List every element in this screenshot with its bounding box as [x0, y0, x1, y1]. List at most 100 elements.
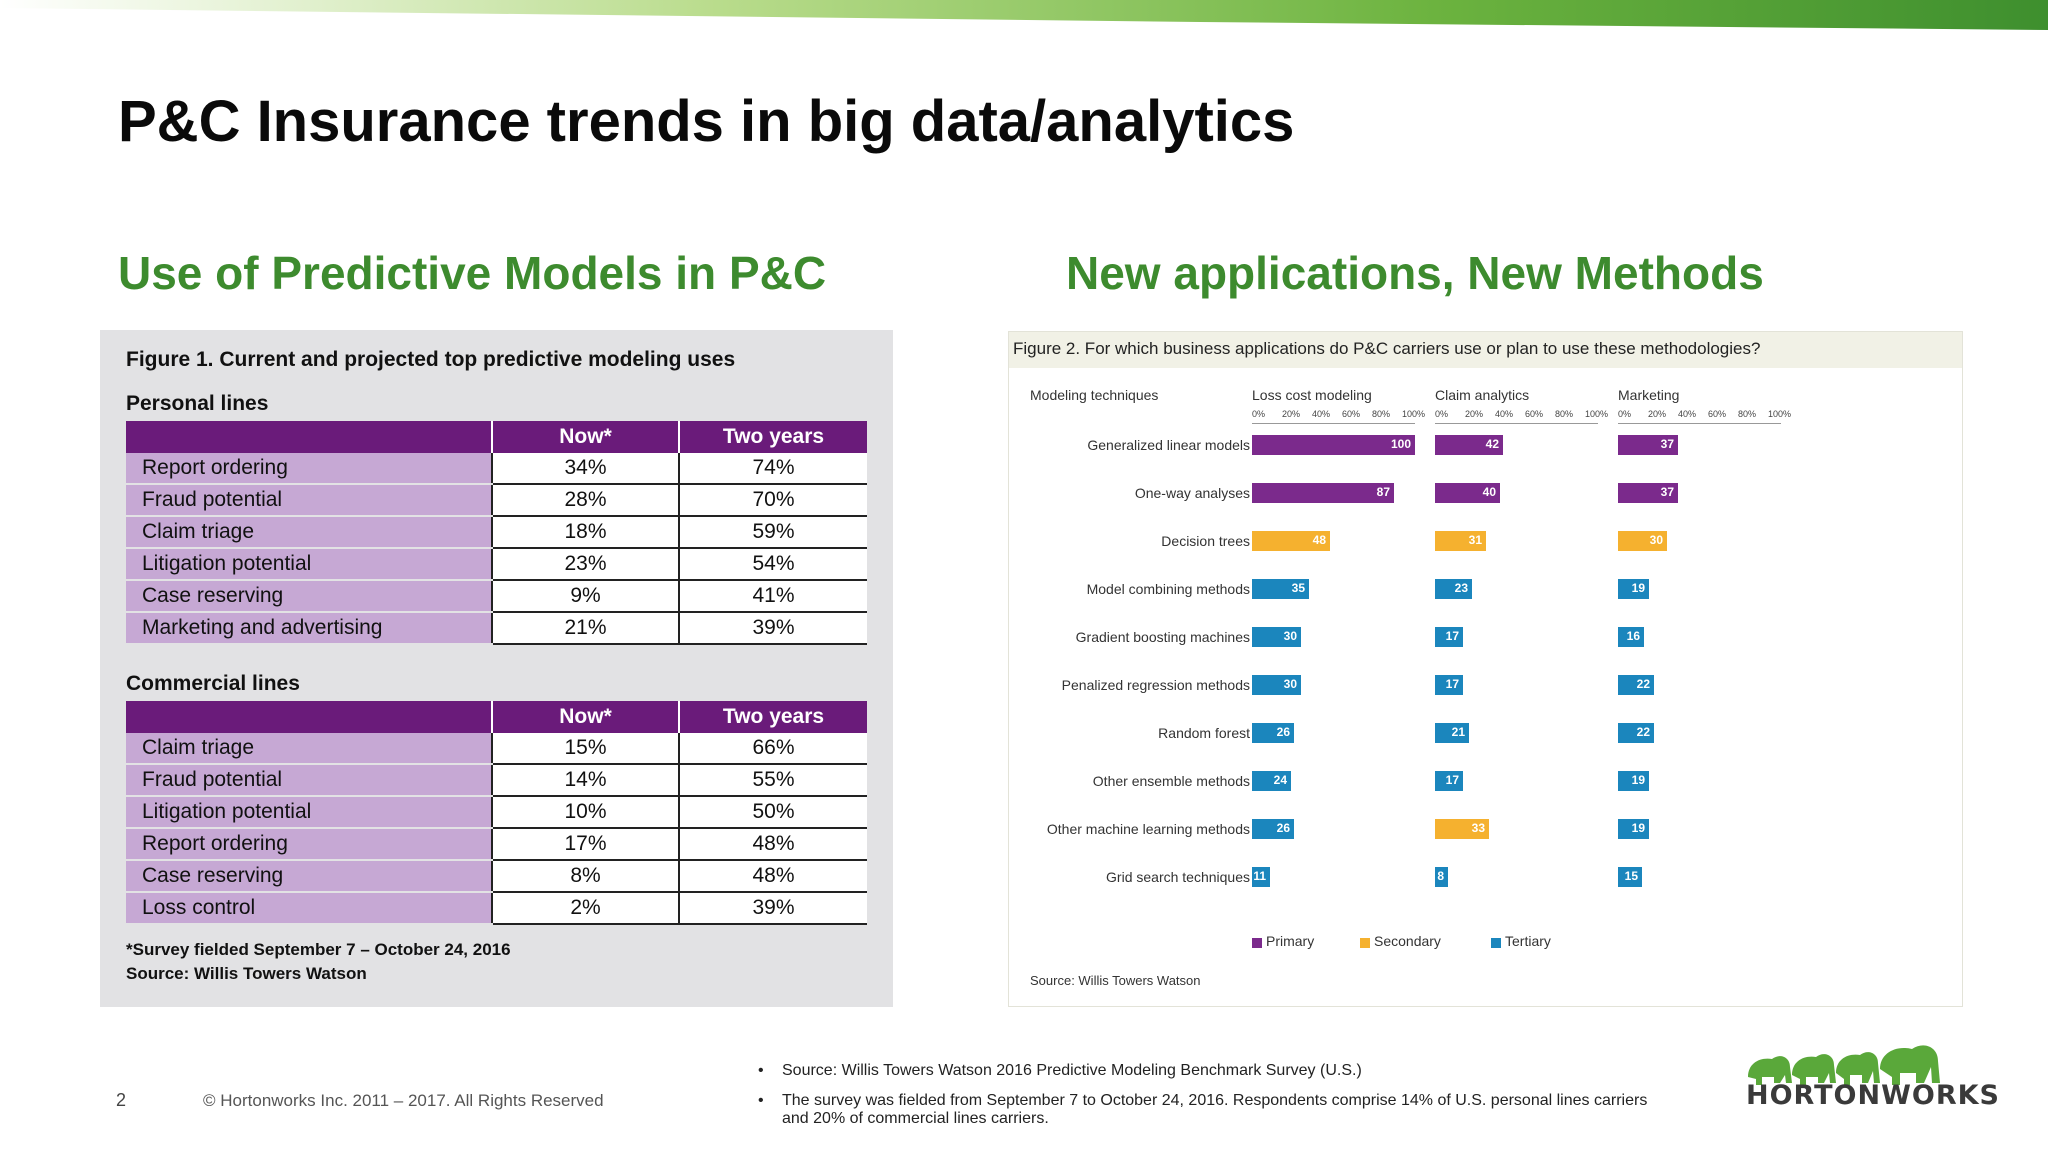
row-label: Fraud potential	[126, 764, 492, 797]
header-two-years: Two years	[678, 701, 867, 733]
table-row: Litigation potential 10% 50%	[126, 796, 867, 829]
bar-value-label: 22	[1636, 725, 1650, 739]
page-number: 2	[116, 1090, 127, 1110]
panel-rule	[1618, 423, 1781, 424]
commercial-lines-table: Now* Two years Claim triage 15% 66% Fraud p…	[126, 701, 867, 925]
cell-two-years: 54%	[678, 548, 867, 581]
panel-title: Claim analytics	[1435, 387, 1530, 403]
footer-source: Source: Willis Towers Watson 2016 Predic…	[782, 1062, 1362, 1079]
bar-marketing: 19	[1618, 819, 1649, 839]
bar-marketing: 16	[1618, 627, 1644, 647]
scale-tick-label: 0%	[1435, 409, 1449, 419]
bar-marketing: 37	[1618, 483, 1678, 503]
row-label: Case reserving	[126, 580, 492, 613]
bar-value-label: 48	[1312, 533, 1326, 547]
bar-value-label: 11	[1253, 869, 1266, 883]
cell-two-years: 39%	[678, 892, 867, 925]
panel-rule	[1435, 423, 1598, 424]
scale-tick-label: 100%	[1585, 409, 1609, 419]
table-row: Case reserving 8% 48%	[126, 860, 867, 893]
row-label: Litigation potential	[126, 548, 492, 581]
table-row: Report ordering 17% 48%	[126, 828, 867, 861]
footer-survey-line1: The survey was fielded from September 7 …	[782, 1092, 1648, 1109]
row-label: Report ordering	[126, 453, 492, 485]
category-label: Penalized regression methods	[1061, 677, 1250, 693]
category-label: Other machine learning methods	[1046, 821, 1250, 837]
scale-tick-label: 40%	[1312, 409, 1331, 419]
table-row: Claim triage 15% 66%	[126, 733, 867, 765]
bar-value-label: 17	[1445, 677, 1459, 691]
cell-now: 2%	[491, 892, 679, 925]
header-blank	[126, 421, 492, 453]
table-row: Fraud potential 14% 55%	[126, 764, 867, 797]
legend-label: Tertiary	[1505, 933, 1551, 949]
header-now: Now*	[491, 421, 679, 453]
row-label: Case reserving	[126, 860, 492, 893]
bar-value-label: 19	[1631, 821, 1645, 835]
bar-value-label: 17	[1445, 629, 1459, 643]
scale-tick-label: 20%	[1648, 409, 1667, 419]
bar-loss-cost-modeling: 26	[1252, 819, 1294, 839]
table-row: Claim triage 18% 59%	[126, 516, 867, 549]
bar-loss-cost-modeling: 87	[1252, 483, 1394, 503]
category-label: Other ensemble methods	[1092, 773, 1250, 789]
panel-title: Loss cost modeling	[1252, 387, 1372, 403]
bar-value-label: 37	[1660, 437, 1674, 451]
bar-marketing: 22	[1618, 723, 1654, 743]
scale-tick-label: 20%	[1282, 409, 1301, 419]
bar-marketing: 19	[1618, 579, 1649, 599]
left-heading: Use of Predictive Models in P&C	[118, 247, 827, 299]
bar-claim-analytics: 8	[1435, 867, 1448, 887]
row-label: Marketing and advertising	[126, 612, 492, 645]
cell-two-years: 55%	[678, 764, 867, 797]
category-label: Random forest	[1158, 725, 1250, 741]
row-header: Modeling techniques	[1030, 387, 1159, 403]
cell-two-years: 48%	[678, 828, 867, 861]
scale-tick-label: 0%	[1252, 409, 1266, 419]
cell-now: 8%	[491, 860, 679, 893]
category-label: Gradient boosting machines	[1075, 629, 1250, 645]
legend-label: Secondary	[1374, 933, 1441, 949]
bar-value-label: 30	[1649, 533, 1663, 547]
table-row: Litigation potential 23% 54%	[126, 548, 867, 581]
cell-two-years: 41%	[678, 580, 867, 613]
elephant-logo-icon	[1748, 1045, 1940, 1085]
row-label: Litigation potential	[126, 796, 492, 829]
category-label: Grid search techniques	[1106, 869, 1250, 885]
bar-value-label: 26	[1276, 821, 1290, 835]
bar-claim-analytics: 40	[1435, 483, 1500, 503]
cell-now: 21%	[491, 612, 679, 645]
table-row: Case reserving 9% 41%	[126, 580, 867, 613]
bar-value-label: 31	[1468, 533, 1482, 547]
scale-tick-label: 80%	[1555, 409, 1574, 419]
bar-marketing: 15	[1618, 867, 1642, 887]
legend-swatch	[1252, 938, 1262, 948]
personal-lines-table: Now* Two years Report ordering 34% 74% Frau…	[126, 421, 867, 645]
cell-two-years: 50%	[678, 796, 867, 829]
cell-two-years: 66%	[678, 733, 867, 765]
bar-value-label: 26	[1276, 725, 1290, 739]
scale-tick-label: 100%	[1768, 409, 1792, 419]
cell-now: 15%	[491, 733, 679, 765]
figure2-source: Source: Willis Towers Watson	[1030, 973, 1201, 988]
table-row: Marketing and advertising 21% 39%	[126, 612, 867, 645]
cell-now: 9%	[491, 580, 679, 613]
bar-value-label: 40	[1482, 485, 1496, 499]
figure2-title: Figure 2. For which business application…	[1013, 339, 1761, 358]
bar-value-label: 35	[1291, 581, 1305, 595]
row-label: Claim triage	[126, 516, 492, 549]
bar-loss-cost-modeling: 24	[1252, 771, 1291, 791]
scale-tick-label: 40%	[1495, 409, 1514, 419]
bar-value-label: 24	[1273, 773, 1287, 787]
copyright: © Hortonworks Inc. 2011 – 2017. All Righ…	[203, 1091, 604, 1110]
bar-value-label: 30	[1283, 629, 1297, 643]
bar-value-label: 19	[1631, 773, 1645, 787]
row-label: Report ordering	[126, 828, 492, 861]
bar-claim-analytics: 17	[1435, 675, 1463, 695]
bar-claim-analytics: 31	[1435, 531, 1486, 551]
cell-now: 17%	[491, 828, 679, 861]
bar-value-label: 37	[1660, 485, 1674, 499]
footer-bullet: •	[758, 1092, 764, 1109]
bar-loss-cost-modeling: 11	[1252, 867, 1270, 887]
bar-marketing: 22	[1618, 675, 1654, 695]
